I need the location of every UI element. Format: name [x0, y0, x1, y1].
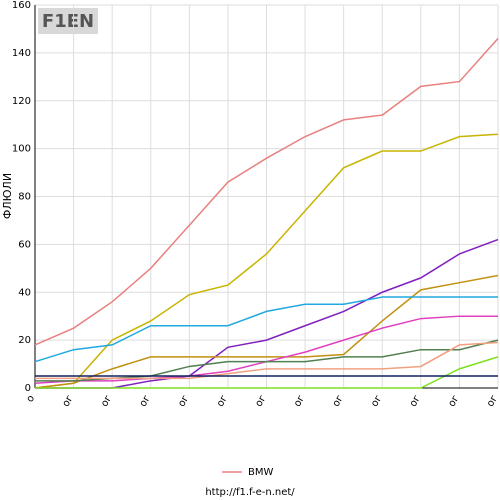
x-tick-label: ог: [292, 394, 307, 409]
y-tick-label: 0: [25, 383, 31, 394]
logo: F1EN: [42, 11, 94, 32]
series-line: [34, 133, 499, 389]
x-tick-label: ог: [215, 394, 230, 409]
x-tick-label: ог: [61, 394, 76, 409]
series-line: [34, 274, 499, 389]
x-tick-label: о: [25, 394, 38, 405]
y-tick-label: 20: [18, 335, 31, 346]
x-tick-label: ог: [331, 394, 346, 409]
y-tick-label: 60: [18, 239, 31, 250]
x-tick-label: ог: [99, 394, 114, 409]
series-line: [35, 356, 499, 389]
x-tick-label: ог: [446, 394, 461, 409]
y-tick-label: 160: [12, 0, 31, 11]
logo-box: [38, 8, 98, 34]
x-tick-label: ог: [485, 394, 500, 409]
x-tick-label: ог: [253, 394, 268, 409]
y-tick-label: 100: [12, 144, 31, 155]
y-tick-label: 80: [18, 192, 31, 203]
y-tick-label: 40: [18, 287, 31, 298]
series-line: [34, 296, 498, 363]
x-tick-label: ог: [176, 394, 191, 409]
x-tick-label: ог: [369, 394, 384, 409]
y-tick-label: 140: [12, 48, 31, 59]
x-tick-label: ог: [138, 394, 153, 409]
x-tick-label: ог: [408, 394, 423, 409]
footer: http://f1.f-e-n.net/: [205, 487, 295, 498]
legend-label: BMW: [248, 467, 273, 478]
series-line: [35, 341, 499, 380]
y-axis-label: ФЛЮЛИ: [1, 173, 14, 219]
series-line: [34, 38, 499, 346]
y-tick-label: 120: [12, 96, 31, 107]
